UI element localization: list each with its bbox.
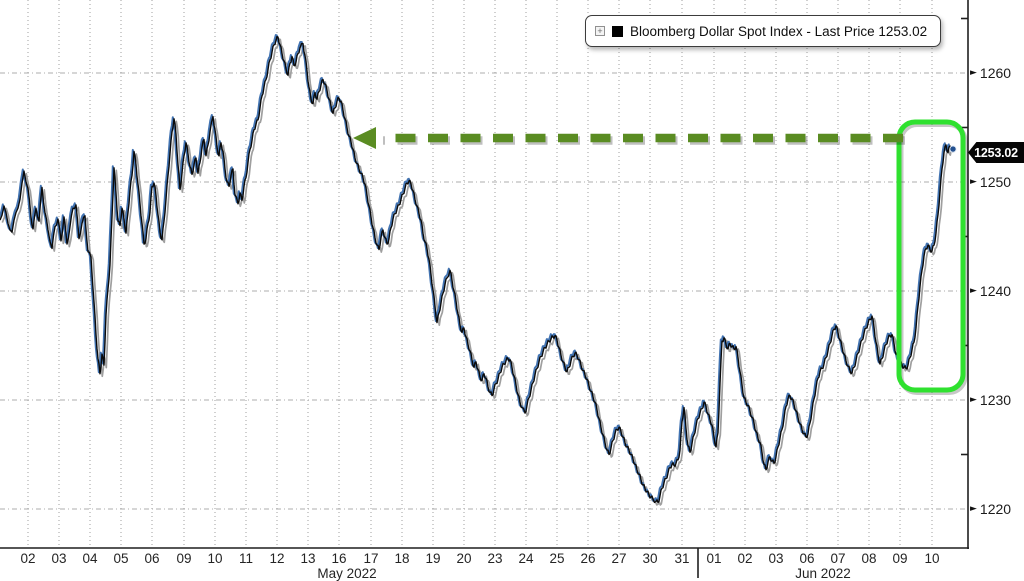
x-axis-label: 07	[830, 551, 846, 566]
x-axis-label: 03	[768, 551, 784, 566]
x-axis-label: 19	[425, 551, 441, 566]
x-axis-label: 13	[300, 551, 316, 566]
arrow-head-icon	[353, 127, 376, 149]
month-label: Jun 2022	[795, 566, 851, 581]
y-tick-value: 1250	[979, 174, 1012, 190]
x-axis-label: 06	[144, 551, 160, 566]
x-axis-label: 06	[799, 551, 815, 566]
y-axis-label: ► 1230	[970, 392, 1011, 408]
y-axis-label: ► 1260	[970, 65, 1011, 81]
x-axis-label: 02	[20, 551, 36, 566]
x-axis-label: 01	[706, 551, 722, 566]
y-tick-arrow-icon: ►	[970, 286, 977, 296]
x-axis-label: 03	[51, 551, 67, 566]
y-tick-arrow-icon: ►	[970, 177, 977, 187]
x-axis-label: 05	[113, 551, 129, 566]
price-line	[0, 35, 952, 504]
x-axis-label: 11	[238, 551, 254, 566]
chart-legend[interactable]: + Bloomberg Dollar Spot Index - Last Pri…	[585, 15, 942, 47]
x-axis-label: 17	[363, 551, 379, 566]
x-axis-label: 26	[580, 551, 596, 566]
x-axis-label: 27	[611, 551, 627, 566]
x-axis-label: 09	[176, 551, 192, 566]
y-axis-label: ► 1250	[970, 174, 1011, 190]
y-tick-arrow-icon: ►	[970, 504, 977, 514]
x-axis-label: 24	[518, 551, 534, 566]
legend-expander-icon[interactable]: +	[595, 26, 605, 36]
x-axis-label: 20	[456, 551, 472, 566]
x-axis-label: 08	[861, 551, 877, 566]
y-tick-value: 1240	[979, 283, 1012, 299]
last-price-marker	[949, 145, 957, 153]
x-axis-label: 18	[394, 551, 410, 566]
y-tick-arrow-icon: ►	[970, 68, 977, 78]
highlight-box	[896, 119, 966, 393]
x-axis-label: 23	[487, 551, 503, 566]
last-price-tag: 1253.02	[968, 142, 1024, 163]
x-axis-label: 30	[642, 551, 658, 566]
x-axis-label: 12	[269, 551, 285, 566]
x-axis-label: 10	[924, 551, 940, 566]
y-axis-label: ► 1240	[970, 283, 1011, 299]
x-axis-label: 31	[674, 551, 690, 566]
x-axis-label: 25	[549, 551, 565, 566]
y-axis-label: ► 1220	[970, 501, 1011, 517]
y-tick-arrow-icon: ►	[970, 395, 977, 405]
x-axis-label: 10	[207, 551, 223, 566]
x-axis-label: 09	[892, 551, 908, 566]
legend-series-swatch-icon	[612, 25, 623, 37]
y-tick-value: 1260	[979, 65, 1012, 81]
y-tick-value: 1230	[979, 392, 1012, 408]
month-label: May 2022	[317, 566, 377, 581]
legend-series-label: Bloomberg Dollar Spot Index - Last Price…	[630, 23, 928, 39]
x-axis-label: 02	[737, 551, 753, 566]
x-axis-label: 04	[82, 551, 98, 566]
x-axis-label: 16	[331, 551, 347, 566]
price-line-shadow	[1, 38, 954, 506]
y-tick-value: 1220	[979, 501, 1012, 517]
